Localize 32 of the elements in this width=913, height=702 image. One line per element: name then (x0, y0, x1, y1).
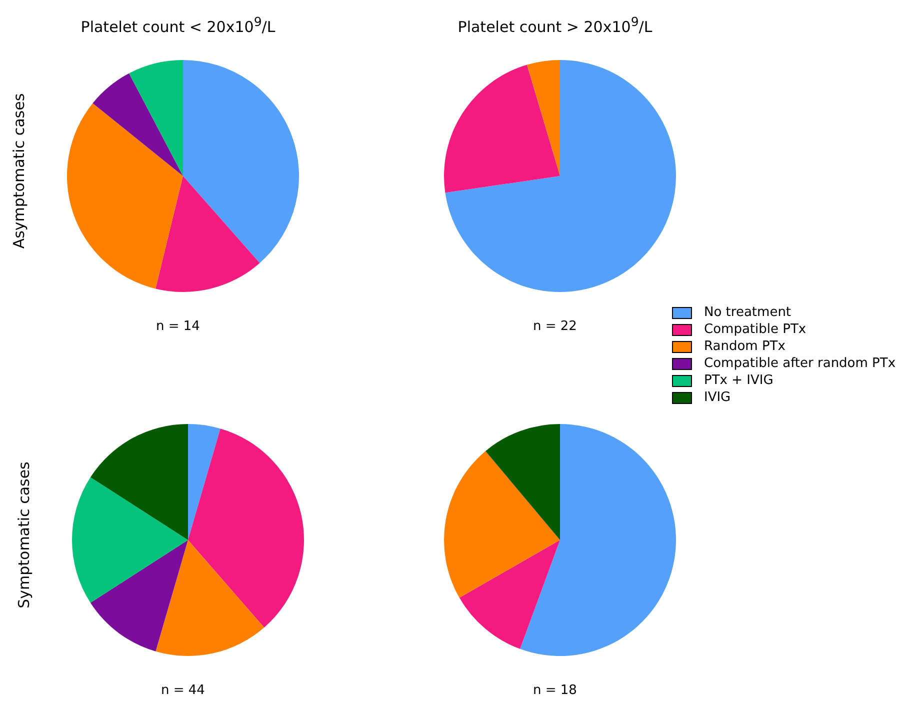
text: n = 22 (533, 319, 577, 334)
chart-title: Platelet count < 20x10$^{9}$/L (80, 14, 276, 36)
legend-label: Random PTx (704, 339, 786, 354)
pie-slice (90, 540, 188, 652)
pie-slice (72, 477, 188, 603)
pie-slice (188, 428, 304, 628)
legend-label: IVIG (704, 390, 731, 405)
pie-slice (526, 60, 560, 176)
text: Symptomatic cases (15, 460, 34, 610)
pie-slice (67, 103, 183, 289)
pie-slice (444, 451, 560, 598)
text: Asymptomatic cases (10, 92, 29, 251)
text: n = 44 (160, 683, 206, 698)
text: n = 18 (532, 683, 578, 698)
legend-label: No treatment (704, 305, 792, 320)
pie-slice (520, 424, 676, 656)
pie-slice (459, 540, 560, 649)
pie-slice (188, 424, 220, 540)
pie-slice (156, 176, 260, 292)
text: n = 14 (155, 319, 201, 334)
pie-slice (486, 424, 560, 540)
legend-label: PTx + IVIG (704, 373, 774, 388)
legend-label: Compatible PTx (704, 322, 806, 337)
pie-slice (156, 540, 264, 656)
pie-slice (92, 73, 183, 176)
pie-slice (90, 424, 188, 540)
legend-label: Compatible after random PTx (704, 356, 896, 371)
pie-slice (444, 64, 560, 193)
pie-slice (183, 60, 299, 264)
pie-slice (129, 60, 183, 176)
chart-title: Platelet count > 20x10$^{9}$/L (456, 14, 654, 36)
pie-slice (445, 60, 676, 292)
